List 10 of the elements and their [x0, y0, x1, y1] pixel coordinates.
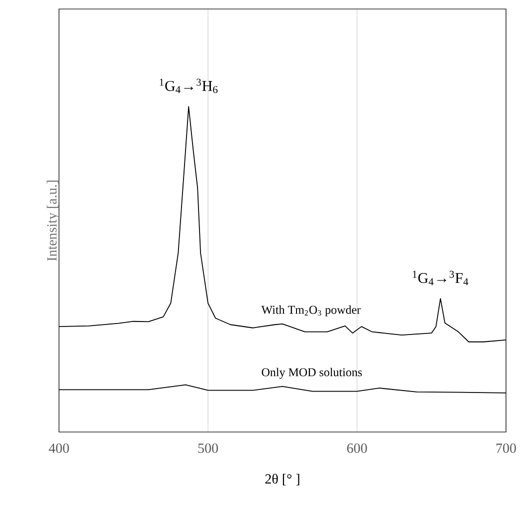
x-axis-title: 2θ [° ] [265, 474, 300, 486]
x-tick-label: 400 [48, 444, 69, 453]
series-label: With Tm$_{2}$O$_{3}$ powder [261, 305, 361, 316]
y-axis-title: Intensity [a.u.] [46, 180, 60, 261]
x-tick-label: 600 [347, 444, 367, 453]
series-label: Only MOD solutions [262, 368, 362, 379]
x-tick-label: 500 [198, 444, 218, 453]
annotation: $^{1}$G$_{4}$→$^{3}$H$_{6}$ [160, 78, 218, 94]
x-tick-label: 700 [496, 444, 516, 453]
annotation: $^{1}$G$_{4}$→$^{3}$F$_{4}$ [412, 270, 468, 286]
